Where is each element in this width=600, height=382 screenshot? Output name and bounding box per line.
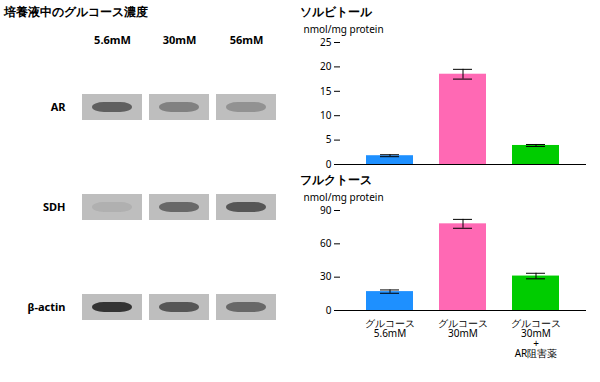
svg-text:0: 0 (326, 157, 332, 171)
html-text:ソルビトール: ソルビトール (300, 5, 372, 19)
svg-text:60: 60 (320, 236, 332, 250)
svg-text:56mM: 56mM (230, 32, 264, 47)
svg-text:SDH: SDH (43, 199, 66, 214)
svg-text:nmol/mg protein: nmol/mg protein (304, 22, 384, 36)
svg-text:β-actin: β-actin (28, 299, 66, 314)
svg-text:30: 30 (320, 269, 332, 283)
svg-text:30mM: 30mM (163, 32, 197, 47)
svg-text:0: 0 (326, 303, 332, 317)
svg-text:90: 90 (320, 203, 332, 217)
svg-text:20: 20 (320, 59, 332, 73)
html-text:フルクトース: フルクトース (300, 173, 372, 187)
svg-text:15: 15 (320, 84, 332, 98)
html-text:培養液中のグルコース濃度: 培養液中のグルコース濃度 (4, 5, 148, 19)
svg-text:nmol/mg protein: nmol/mg protein (304, 190, 384, 204)
svg-text:グルコース30mM+AR阻害薬: グルコース30mM+AR阻害薬 (511, 316, 561, 360)
svg-text:グルコース30mM: グルコース30mM (438, 316, 488, 340)
svg-text:グルコース5.6mM: グルコース5.6mM (365, 316, 415, 340)
svg-text:25: 25 (320, 35, 332, 49)
svg-text:AR: AR (51, 99, 67, 114)
svg-text:5.6mM: 5.6mM (94, 32, 131, 47)
svg-text:5: 5 (326, 132, 332, 146)
svg-text:10: 10 (320, 108, 332, 122)
